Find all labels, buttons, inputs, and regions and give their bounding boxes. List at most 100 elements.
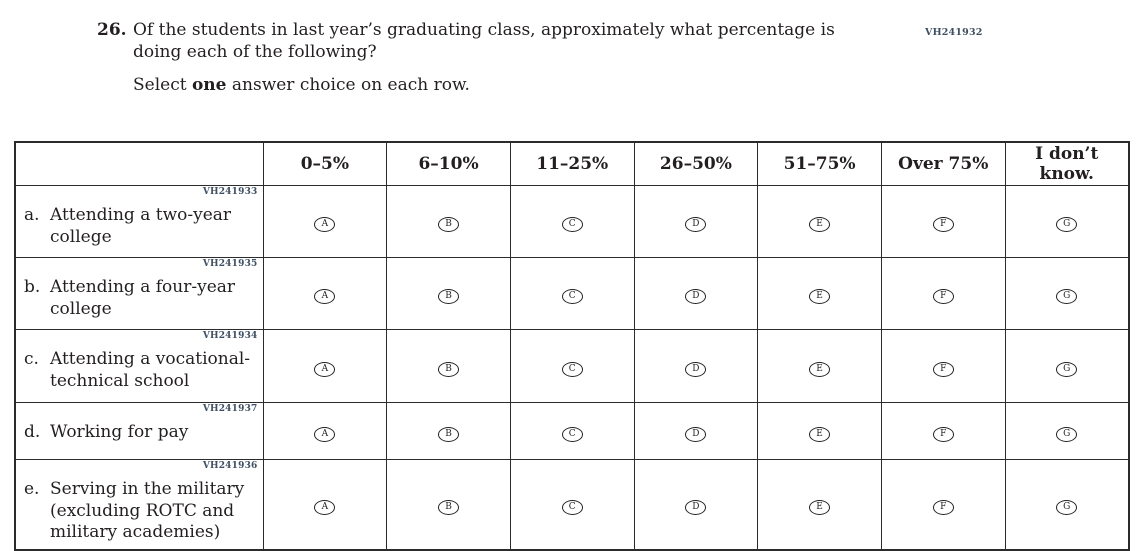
answer-bubble-d[interactable]: D bbox=[685, 217, 707, 232]
answer-bubble-c[interactable]: C bbox=[561, 426, 583, 442]
column-header-over-75: Over 75% bbox=[880, 141, 1006, 186]
answer-bubble-e[interactable]: E bbox=[809, 217, 831, 232]
option-cell-a: A bbox=[262, 459, 388, 551]
column-header-11-25: 11–25% bbox=[509, 141, 635, 186]
option-cell-b: B bbox=[386, 329, 511, 403]
option-cell-e: E bbox=[757, 257, 882, 330]
table-row: VH241935 b. Attending a four-year colleg… bbox=[14, 257, 1130, 330]
row-label-cell: VH241935 b. Attending a four-year colleg… bbox=[14, 257, 264, 330]
answer-bubble-c[interactable]: C bbox=[561, 500, 583, 516]
instruction-bold-word: one bbox=[191, 74, 227, 95]
answer-bubble-a[interactable]: A bbox=[314, 361, 336, 377]
answer-bubble-d[interactable]: D bbox=[685, 426, 707, 442]
row-item-code: VH241937 bbox=[202, 404, 258, 414]
answer-bubble-e[interactable]: E bbox=[809, 500, 831, 516]
option-cell-c: C bbox=[509, 402, 635, 460]
row-label-cell: VH241934 c. Attending a vocational-techn… bbox=[14, 329, 264, 403]
question-number: 26. bbox=[97, 20, 127, 40]
option-cell-f: F bbox=[880, 185, 1006, 258]
question-instruction: Select one answer choice on each row. bbox=[133, 75, 878, 95]
answer-bubble-d[interactable]: D bbox=[685, 289, 707, 304]
option-cell-g: G bbox=[1004, 185, 1130, 258]
row-label-text: Attending a four-year college bbox=[50, 276, 236, 319]
row-label-cell: VH241936 e. Serving in the military (exc… bbox=[14, 459, 264, 551]
column-header-6-10: 6–10% bbox=[386, 141, 511, 186]
answer-bubble-f[interactable]: F bbox=[932, 289, 954, 304]
answer-bubble-b[interactable]: B bbox=[438, 289, 460, 304]
answer-bubble-g[interactable]: G bbox=[1056, 289, 1078, 304]
option-cell-f: F bbox=[880, 329, 1006, 403]
row-letter: c. bbox=[24, 348, 39, 369]
option-cell-c: C bbox=[509, 459, 635, 551]
answer-bubble-e[interactable]: E bbox=[809, 289, 831, 304]
answer-bubble-d[interactable]: D bbox=[685, 500, 707, 516]
answer-bubble-g[interactable]: G bbox=[1056, 426, 1078, 442]
answer-bubble-f[interactable]: F bbox=[932, 361, 954, 377]
answer-bubble-g[interactable]: G bbox=[1056, 500, 1078, 516]
answer-bubble-a[interactable]: A bbox=[314, 217, 336, 232]
row-item-code: VH241934 bbox=[202, 331, 258, 341]
row-label: a. Attending a two-year college bbox=[16, 205, 263, 249]
option-cell-g: G bbox=[1004, 329, 1130, 403]
row-letter: b. bbox=[24, 276, 41, 297]
answer-bubble-c[interactable]: C bbox=[561, 361, 583, 377]
option-cell-e: E bbox=[757, 402, 882, 460]
option-cell-d: D bbox=[633, 329, 759, 403]
table-row: VH241937 d. Working for pay A B C D E F … bbox=[14, 402, 1130, 460]
option-cell-a: A bbox=[262, 329, 388, 403]
option-cell-d: D bbox=[633, 257, 759, 330]
row-label: d. Working for pay bbox=[16, 422, 263, 444]
row-label-text: Working for pay bbox=[50, 421, 189, 442]
row-letter: e. bbox=[24, 478, 40, 499]
answer-table-body: VH241933 a. Attending a two-year college… bbox=[14, 185, 1130, 551]
answer-bubble-b[interactable]: B bbox=[438, 500, 460, 516]
row-letter: a. bbox=[24, 204, 40, 225]
answer-bubble-g[interactable]: G bbox=[1056, 361, 1078, 377]
answer-bubble-b[interactable]: B bbox=[438, 426, 460, 442]
column-header-dont-know: I don’t know. bbox=[1004, 141, 1130, 186]
answer-bubble-a[interactable]: A bbox=[314, 426, 336, 442]
item-code: VH241932 bbox=[925, 27, 983, 38]
question-text: Of the students in last year’s graduatin… bbox=[133, 20, 835, 63]
option-cell-d: D bbox=[633, 185, 759, 258]
answer-bubble-a[interactable]: A bbox=[314, 289, 336, 304]
option-cell-b: B bbox=[386, 257, 511, 330]
answer-bubble-c[interactable]: C bbox=[561, 217, 583, 232]
answer-bubble-f[interactable]: F bbox=[932, 500, 954, 516]
answer-bubble-c[interactable]: C bbox=[561, 289, 583, 304]
table-row: VH241936 e. Serving in the military (exc… bbox=[14, 459, 1130, 551]
answer-bubble-b[interactable]: B bbox=[438, 217, 460, 232]
answer-bubble-d[interactable]: D bbox=[685, 361, 707, 377]
option-cell-c: C bbox=[509, 257, 635, 330]
answer-bubble-f[interactable]: F bbox=[932, 426, 954, 442]
option-cell-g: G bbox=[1004, 402, 1130, 460]
instruction-prefix: Select bbox=[133, 74, 192, 95]
row-label-text: Serving in the military (excluding ROTC … bbox=[50, 478, 245, 543]
answer-bubble-b[interactable]: B bbox=[438, 361, 460, 377]
option-cell-g: G bbox=[1004, 257, 1130, 330]
answer-bubble-g[interactable]: G bbox=[1056, 217, 1078, 232]
answer-bubble-a[interactable]: A bbox=[314, 500, 336, 516]
instruction-suffix: answer choice on each row. bbox=[226, 74, 470, 95]
option-cell-g: G bbox=[1004, 459, 1130, 551]
question-block: 26. Of the students in last year’s gradu… bbox=[97, 19, 1137, 95]
row-label: e. Serving in the military (excluding RO… bbox=[16, 479, 263, 544]
answer-table: 0–5% 6–10% 11–25% 26–50% 51–75% Over 75%… bbox=[14, 141, 1130, 551]
option-cell-f: F bbox=[880, 257, 1006, 330]
column-header-26-50: 26–50% bbox=[633, 141, 759, 186]
table-row: VH241934 c. Attending a vocational-techn… bbox=[14, 329, 1130, 403]
question-body: Of the students in last year’s graduatin… bbox=[133, 19, 878, 95]
option-cell-c: C bbox=[509, 329, 635, 403]
answer-bubble-f[interactable]: F bbox=[932, 217, 954, 232]
option-cell-a: A bbox=[262, 402, 388, 460]
option-cell-d: D bbox=[633, 459, 759, 551]
option-cell-d: D bbox=[633, 402, 759, 460]
column-header-0-5: 0–5% bbox=[262, 141, 388, 186]
answer-bubble-e[interactable]: E bbox=[809, 361, 831, 377]
answer-bubble-e[interactable]: E bbox=[809, 426, 831, 442]
option-cell-a: A bbox=[262, 257, 388, 330]
option-cell-f: F bbox=[880, 459, 1006, 551]
option-cell-e: E bbox=[757, 459, 882, 551]
header-empty-cell bbox=[14, 141, 264, 186]
row-label-cell: VH241937 d. Working for pay bbox=[14, 402, 264, 460]
